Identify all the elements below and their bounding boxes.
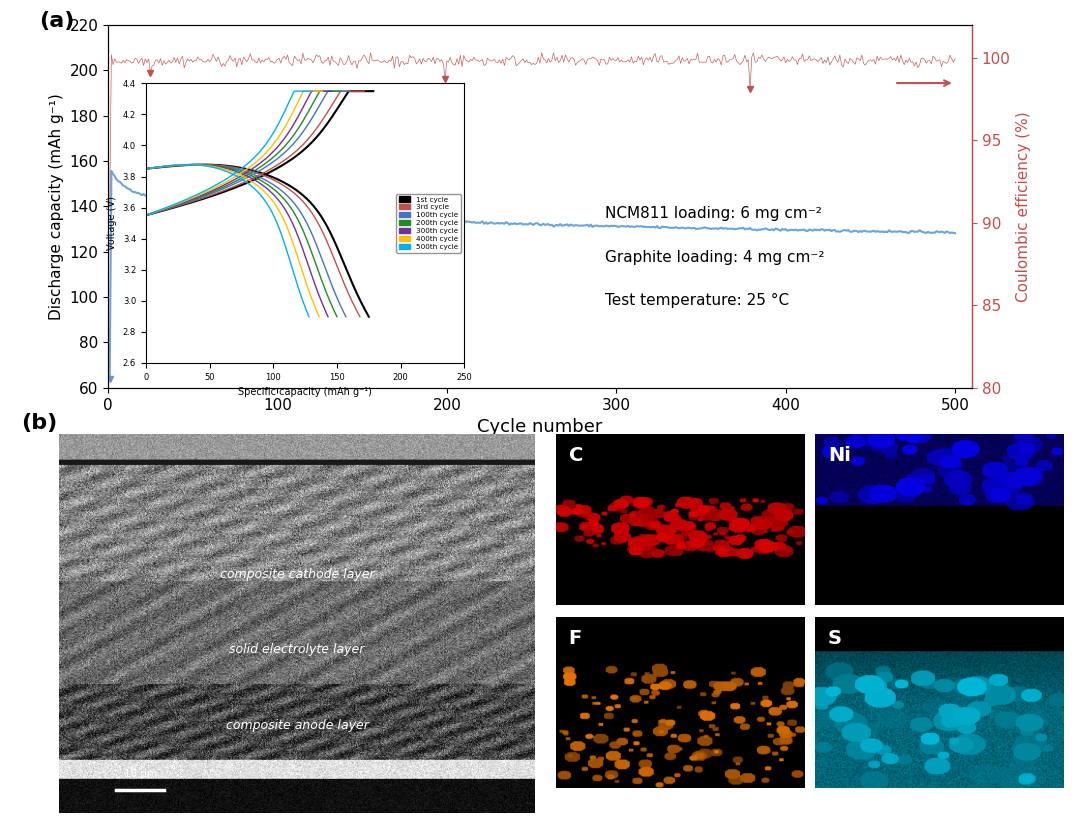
500th cycle bbox=[306, 86, 319, 96]
Line: 400th cycle: 400th cycle bbox=[146, 91, 323, 215]
500th cycle bbox=[287, 86, 300, 96]
300th cycle bbox=[228, 175, 241, 185]
200th cycle bbox=[255, 161, 268, 171]
3rd cycle bbox=[257, 168, 270, 178]
300th cycle bbox=[305, 86, 318, 96]
400th cycle bbox=[225, 174, 238, 184]
Line: 100th cycle: 100th cycle bbox=[146, 91, 350, 215]
300th cycle bbox=[325, 86, 338, 96]
1st cycle bbox=[367, 86, 380, 96]
200th cycle bbox=[232, 175, 245, 185]
1st cycle bbox=[342, 86, 355, 96]
100th cycle bbox=[237, 175, 249, 185]
3rd cycle bbox=[353, 86, 366, 96]
3rd cycle bbox=[269, 161, 282, 171]
300th cycle bbox=[240, 168, 253, 178]
1st cycle bbox=[247, 175, 260, 185]
X-axis label: Specific capacity (mAh g⁻¹): Specific capacity (mAh g⁻¹) bbox=[239, 387, 372, 397]
Line: 500th cycle: 500th cycle bbox=[146, 91, 312, 215]
200th cycle bbox=[335, 86, 348, 96]
3rd cycle bbox=[244, 174, 257, 184]
1st cycle bbox=[262, 168, 275, 178]
Text: NCM811 loading: 6 mg cm⁻²: NCM811 loading: 6 mg cm⁻² bbox=[605, 206, 822, 221]
100th cycle bbox=[322, 86, 335, 96]
1st cycle bbox=[326, 112, 339, 122]
Legend: 1st cycle, 3rd cycle, 100th cycle, 200th cycle, 300th cycle, 400th cycle, 500th : 1st cycle, 3rd cycle, 100th cycle, 200th… bbox=[396, 193, 461, 253]
3rd cycle bbox=[319, 112, 332, 122]
400th cycle bbox=[235, 168, 248, 178]
300th cycle bbox=[292, 112, 305, 122]
Text: Graphite loading: 4 mg cm⁻²: Graphite loading: 4 mg cm⁻² bbox=[605, 249, 824, 264]
3rd cycle bbox=[334, 86, 347, 96]
3rd cycle bbox=[357, 86, 370, 96]
Text: Ni: Ni bbox=[827, 445, 851, 465]
Text: 10 μm: 10 μm bbox=[123, 769, 157, 779]
200th cycle bbox=[299, 112, 312, 122]
Text: C: C bbox=[569, 445, 583, 465]
Y-axis label: Voltage (V): Voltage (V) bbox=[107, 196, 117, 250]
Line: 300th cycle: 300th cycle bbox=[146, 91, 332, 215]
200th cycle bbox=[233, 174, 246, 184]
1st cycle bbox=[248, 174, 261, 184]
Line: 3rd cycle: 3rd cycle bbox=[146, 91, 364, 215]
300th cycle bbox=[229, 174, 242, 184]
500th cycle bbox=[218, 175, 231, 185]
100th cycle bbox=[343, 86, 356, 96]
200th cycle bbox=[330, 86, 343, 96]
500th cycle bbox=[139, 210, 152, 220]
Line: 1st cycle: 1st cycle bbox=[146, 91, 374, 215]
400th cycle bbox=[316, 86, 329, 96]
500th cycle bbox=[302, 86, 315, 96]
400th cycle bbox=[224, 175, 237, 185]
200th cycle bbox=[313, 86, 326, 96]
1st cycle bbox=[362, 86, 375, 96]
Line: 200th cycle: 200th cycle bbox=[146, 91, 341, 215]
Text: composite anode layer: composite anode layer bbox=[226, 720, 368, 732]
Text: (a): (a) bbox=[39, 11, 75, 31]
500th cycle bbox=[219, 174, 232, 184]
Text: Test temperature: 25 °C: Test temperature: 25 °C bbox=[605, 294, 788, 309]
200th cycle bbox=[139, 210, 152, 220]
200th cycle bbox=[245, 168, 258, 178]
100th cycle bbox=[260, 161, 273, 171]
3rd cycle bbox=[139, 210, 152, 220]
500th cycle bbox=[229, 168, 242, 178]
Y-axis label: Coulombic efficiency (%): Coulombic efficiency (%) bbox=[1016, 111, 1031, 302]
Text: solid electrolyte layer: solid electrolyte layer bbox=[229, 644, 365, 656]
X-axis label: Cycle number: Cycle number bbox=[477, 418, 603, 436]
500th cycle bbox=[275, 112, 288, 122]
400th cycle bbox=[284, 112, 297, 122]
Text: S: S bbox=[827, 629, 841, 648]
400th cycle bbox=[312, 86, 325, 96]
400th cycle bbox=[244, 161, 257, 171]
300th cycle bbox=[249, 161, 262, 171]
100th cycle bbox=[139, 210, 152, 220]
1st cycle bbox=[139, 210, 152, 220]
1st cycle bbox=[274, 161, 287, 171]
400th cycle bbox=[139, 210, 152, 220]
300th cycle bbox=[139, 210, 152, 220]
Text: F: F bbox=[569, 629, 582, 648]
300th cycle bbox=[321, 86, 334, 96]
500th cycle bbox=[239, 161, 252, 171]
Text: composite cathode layer: composite cathode layer bbox=[219, 568, 375, 580]
100th cycle bbox=[307, 112, 320, 122]
3rd cycle bbox=[243, 175, 256, 185]
Text: (b): (b) bbox=[22, 413, 58, 433]
100th cycle bbox=[238, 174, 251, 184]
100th cycle bbox=[339, 86, 352, 96]
Y-axis label: Discharge capacity (mAh g⁻¹): Discharge capacity (mAh g⁻¹) bbox=[49, 93, 64, 319]
400th cycle bbox=[297, 86, 310, 96]
100th cycle bbox=[249, 168, 262, 178]
